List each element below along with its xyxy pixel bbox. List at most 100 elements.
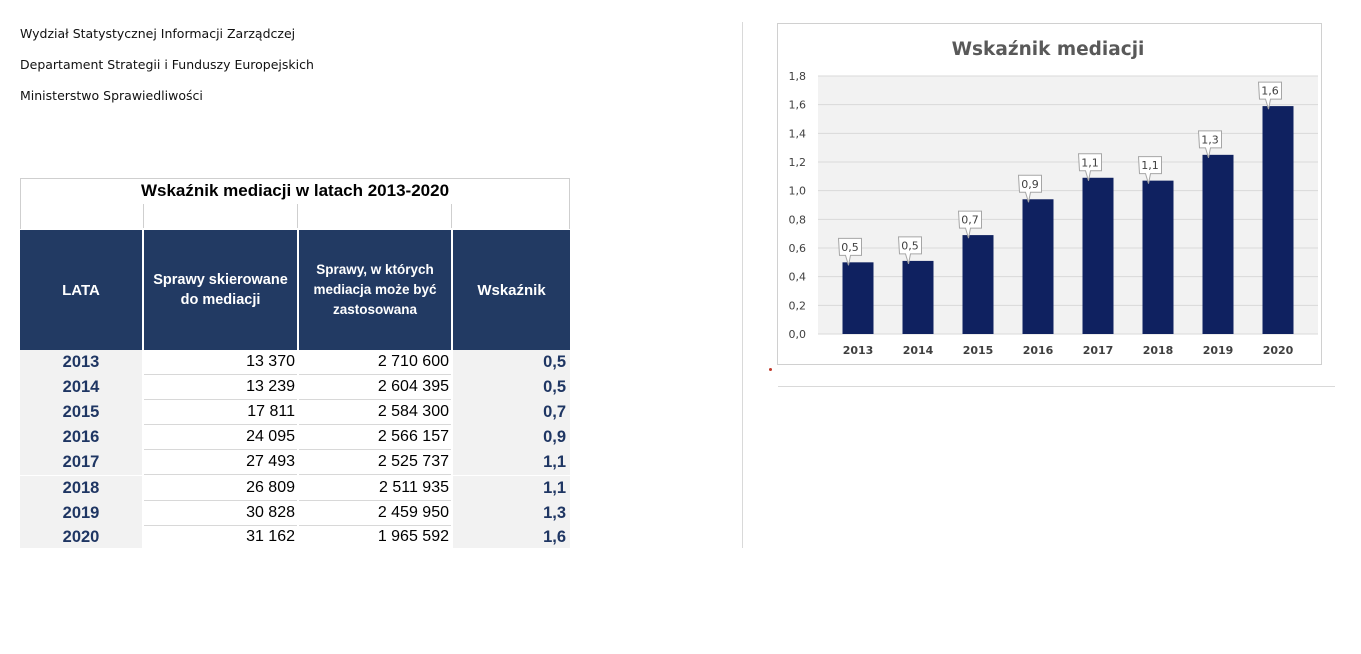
cell-eligible: 2 525 737 bbox=[299, 450, 451, 475]
bar bbox=[1142, 180, 1174, 334]
cell-referred: 27 493 bbox=[144, 450, 297, 475]
page-divider-vertical bbox=[742, 22, 743, 548]
y-tick-label: 0,0 bbox=[789, 328, 807, 341]
data-label-callout bbox=[1257, 81, 1282, 110]
cell-index: 0,5 bbox=[453, 375, 570, 400]
title-separator bbox=[143, 204, 144, 228]
department-name: Wydział Statystycznej Informacji Zarządc… bbox=[20, 26, 296, 41]
column-header-eligible-line: mediacja może być bbox=[313, 282, 437, 297]
y-tick-label: 1,4 bbox=[789, 127, 807, 140]
y-tick-label: 0,4 bbox=[789, 271, 807, 284]
column-header-referred-line: Sprawy skierowane bbox=[153, 272, 288, 288]
cell-eligible: 2 604 395 bbox=[299, 375, 451, 400]
cell-eligible: 2 459 950 bbox=[299, 501, 451, 526]
cell-year: 2019 bbox=[20, 501, 142, 526]
cell-index: 1,3 bbox=[453, 501, 570, 526]
chart-title: Wskaźnik mediacji bbox=[952, 39, 1145, 60]
table-title: Wskaźnik mediacji w latach 2013-2020 bbox=[140, 181, 450, 200]
cell-index: 0,5 bbox=[453, 350, 570, 375]
data-label-callout bbox=[1197, 130, 1222, 158]
department-strategy: Departament Strategii i Funduszy Europej… bbox=[20, 57, 314, 72]
x-tick-label: 2016 bbox=[1023, 344, 1054, 357]
data-label: 1,1 bbox=[1081, 156, 1099, 169]
data-label: 0,7 bbox=[961, 214, 979, 227]
cell-year: 2014 bbox=[20, 375, 142, 400]
cell-index: 1,6 bbox=[453, 526, 570, 548]
data-label: 1,3 bbox=[1201, 133, 1219, 146]
cell-year: 2013 bbox=[20, 350, 142, 375]
y-tick-label: 1,0 bbox=[789, 185, 807, 198]
column-header-referred: Sprawy skierowane do mediacji bbox=[144, 230, 297, 350]
bar bbox=[1202, 154, 1234, 334]
ministry-name: Ministerstwo Sprawiedliwości bbox=[20, 88, 203, 103]
y-tick-label: 0,8 bbox=[789, 213, 807, 226]
column-header-index-label: Wskaźnik bbox=[477, 281, 546, 299]
column-header-eligible: Sprawy, w których mediacja może być zast… bbox=[299, 230, 451, 350]
data-label-callout bbox=[1017, 174, 1042, 203]
x-tick-label: 2018 bbox=[1143, 344, 1174, 357]
column-header-referred-line: do mediacji bbox=[180, 292, 261, 308]
cell-referred: 17 811 bbox=[144, 400, 297, 425]
chart-canvas: Wskaźnik mediacji 0,0 0,2 0,4 0,6 0,8 1,0 1,2 1… bbox=[789, 39, 1318, 357]
cell-eligible: 2 566 157 bbox=[299, 425, 451, 450]
table-row: 2013 13 370 2 710 600 0,5 bbox=[20, 350, 570, 375]
table-row: 2017 27 493 2 525 737 1,1 bbox=[20, 450, 570, 475]
plot-background bbox=[818, 76, 1318, 334]
table-row: 2019 30 828 2 459 950 1,3 bbox=[20, 501, 570, 526]
cell-referred: 30 828 bbox=[144, 501, 297, 526]
cell-index: 0,7 bbox=[453, 400, 570, 425]
cell-year: 2020 bbox=[20, 526, 142, 548]
column-header-eligible-line: zastosowana bbox=[332, 302, 418, 317]
y-tick-label: 0,2 bbox=[789, 299, 807, 312]
x-tick-label: 2014 bbox=[903, 344, 934, 357]
title-separator bbox=[451, 204, 452, 228]
chart-plot-area: 0,0 0,2 0,4 0,6 0,8 1,0 1,2 1,4 1,6 1,8 2013 0,5 201… bbox=[789, 70, 1318, 357]
column-header-year: LATA bbox=[20, 230, 142, 350]
table-row: 2015 17 811 2 584 300 0,7 bbox=[20, 400, 570, 425]
bar bbox=[962, 235, 994, 334]
x-tick-label: 2015 bbox=[963, 344, 994, 357]
y-tick-label: 0,6 bbox=[789, 242, 807, 255]
cell-index: 0,9 bbox=[453, 425, 570, 450]
cell-year: 2015 bbox=[20, 400, 142, 425]
data-label: 1,1 bbox=[1141, 159, 1159, 172]
cell-year: 2017 bbox=[20, 450, 142, 475]
page-divider-horizontal bbox=[778, 386, 1335, 387]
data-label-callout bbox=[957, 210, 982, 239]
bar bbox=[1082, 177, 1114, 334]
cell-referred: 31 162 bbox=[144, 526, 297, 548]
cell-year: 2018 bbox=[20, 476, 142, 501]
bar bbox=[902, 260, 934, 334]
cell-year: 2016 bbox=[20, 425, 142, 450]
data-label: 0,5 bbox=[841, 241, 859, 254]
x-tick-label: 2019 bbox=[1203, 344, 1234, 357]
table-row: 2014 13 239 2 604 395 0,5 bbox=[20, 375, 570, 400]
mediation-table: Wskaźnik mediacji w latach 2013-2020 LAT… bbox=[20, 178, 570, 548]
y-tick-label: 1,8 bbox=[789, 70, 807, 83]
cell-referred: 26 809 bbox=[144, 476, 297, 501]
data-label-callout bbox=[1077, 153, 1102, 181]
data-label: 1,6 bbox=[1261, 85, 1279, 98]
cursor-marker bbox=[769, 368, 772, 371]
data-label: 0,9 bbox=[1021, 178, 1039, 191]
x-tick-label: 2020 bbox=[1263, 344, 1294, 357]
data-label: 0,5 bbox=[901, 239, 919, 252]
bar bbox=[842, 262, 874, 334]
cell-index: 1,1 bbox=[453, 450, 570, 475]
column-header-index: Wskaźnik bbox=[453, 230, 570, 350]
cell-eligible: 2 511 935 bbox=[299, 476, 451, 501]
mediation-chart: Wskaźnik mediacji 0,0 0,2 0,4 0,6 0,8 1,0 1,2 1… bbox=[777, 23, 1322, 365]
bar bbox=[1022, 199, 1054, 334]
cell-referred: 13 370 bbox=[144, 350, 297, 375]
data-label-callout bbox=[1137, 156, 1162, 184]
y-tick-label: 1,6 bbox=[789, 99, 807, 112]
x-tick-label: 2013 bbox=[843, 344, 874, 357]
table-row: 2020 31 162 1 965 592 1,6 bbox=[20, 526, 570, 548]
column-header-eligible-line: Sprawy, w których bbox=[316, 262, 434, 277]
table-row: 2018 26 809 2 511 935 1,1 bbox=[20, 476, 570, 501]
x-tick-label: 2017 bbox=[1083, 344, 1114, 357]
bar bbox=[1262, 106, 1294, 334]
cell-eligible: 1 965 592 bbox=[299, 526, 451, 548]
column-header-year-label: LATA bbox=[62, 281, 100, 299]
cell-index: 1,1 bbox=[453, 476, 570, 501]
